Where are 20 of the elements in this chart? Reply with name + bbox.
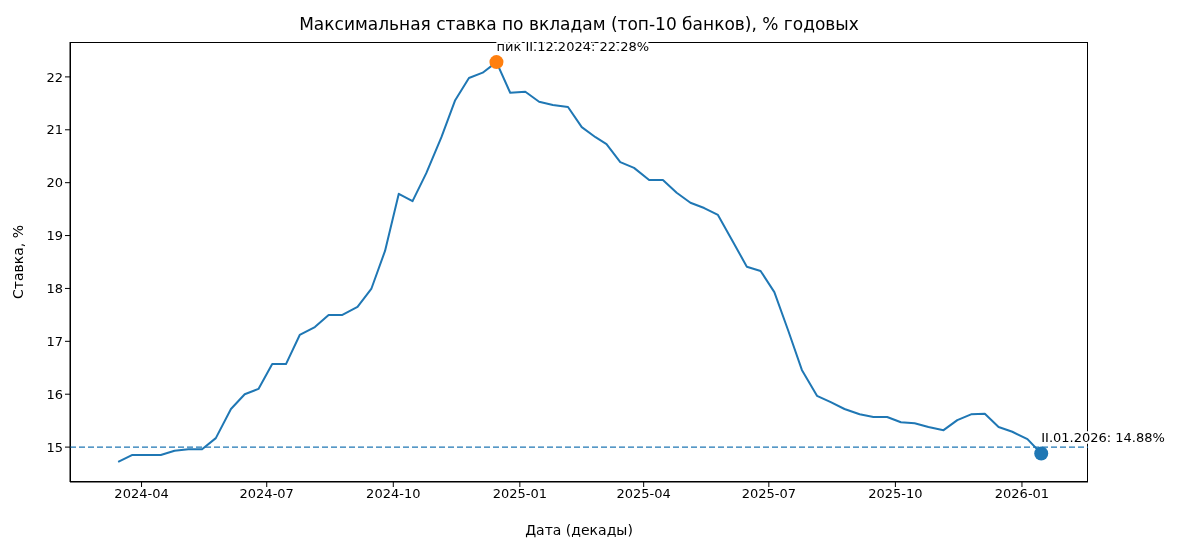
annotation: пик II.12.2024: 22.28% [496, 39, 650, 55]
x-tick-label: 2024-04 [114, 486, 169, 502]
y-tick-label: 17 [46, 333, 63, 349]
y-axis-title: Ставка, % [9, 225, 26, 299]
x-axis-title: Дата (декады) [525, 522, 633, 538]
x-tick-label: 2024-10 [366, 486, 421, 502]
x-tick-label: 2025-07 [741, 486, 797, 502]
y-tick-label: 20 [46, 175, 63, 191]
x-tick-label: 2024-07 [239, 486, 294, 502]
chart-title: Максимальная ставка по вкладам (топ-10 банков), % годовых [298, 14, 860, 34]
y-tick-label: 19 [46, 228, 63, 244]
y-tick-label: 15 [46, 439, 63, 455]
x-tick-label: 2025-04 [616, 486, 671, 502]
x-tick-label: 2026-01 [994, 486, 1050, 502]
x-tick-label: 2025-01 [492, 486, 548, 502]
y-tick-label: 18 [46, 281, 63, 297]
y-tick-label: 16 [46, 386, 63, 402]
y-tick-label: 21 [46, 122, 63, 138]
y-tick-label: 22 [46, 69, 63, 85]
x-tick-label: 2025-10 [868, 486, 923, 502]
